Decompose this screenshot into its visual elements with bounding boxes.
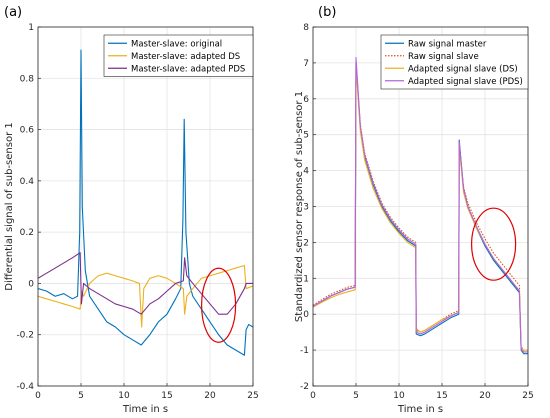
y-tick-label: 2 xyxy=(303,238,309,248)
x-axis-label: Time in s xyxy=(397,404,443,415)
x-tick-label: 25 xyxy=(247,391,258,401)
x-tick-label: 5 xyxy=(78,391,84,401)
x-tick-label: 0 xyxy=(35,391,41,401)
x-tick-label: 15 xyxy=(436,391,447,401)
y-tick-label: 0 xyxy=(303,310,309,320)
legend-entry: Adapted signal slave (PDS) xyxy=(408,77,523,87)
chart-panel-b: 0 5 10 15 20 25 -2 -1 0 1 2 3 4 5 6 7 8 Time in s Standard… xyxy=(294,5,534,415)
panel-label: (a) xyxy=(4,5,22,20)
axes-box xyxy=(312,26,529,387)
y-tick-label: -0.4 xyxy=(16,382,34,392)
annotation-ellipse xyxy=(471,207,517,281)
panel-label: (b) xyxy=(318,5,336,20)
legend-entry: Raw signal master xyxy=(408,39,487,49)
y-axis-label: Standardized sensor response of sub-sens… xyxy=(294,91,305,322)
y-tick-label: 7 xyxy=(303,59,309,69)
y-tick-label: -0.2 xyxy=(16,331,34,341)
y-tick-label: 1 xyxy=(28,23,34,33)
y-tick-label: 8 xyxy=(303,23,309,33)
legend-box xyxy=(103,34,254,77)
legend-entry: Master-slave: original xyxy=(131,39,222,49)
legend-entry: Adapted signal slave (DS) xyxy=(408,64,518,74)
series-line-4 xyxy=(313,56,528,353)
x-tick-label: 20 xyxy=(479,391,491,401)
legend-box xyxy=(380,34,529,90)
x-tick-label: 5 xyxy=(353,391,359,401)
axes-box xyxy=(37,26,254,387)
y-tick-label: 0.8 xyxy=(20,74,35,84)
legend-entry: Master-slave: adapted DS xyxy=(131,52,240,62)
x-tick-label: 0 xyxy=(310,391,316,401)
y-tick-label: 0.2 xyxy=(20,228,34,238)
annotation-ellipse xyxy=(201,267,237,343)
x-tick-label: 25 xyxy=(522,391,533,401)
x-tick-label: 10 xyxy=(118,391,130,401)
x-tick-label: 10 xyxy=(393,391,405,401)
y-tick-label: 4 xyxy=(303,167,309,177)
legend: Raw signal master Raw signal slave Adapted… xyxy=(380,34,529,90)
series-line-2 xyxy=(38,264,253,328)
series-line-3 xyxy=(38,252,253,315)
chart-panel-a: 0 5 10 15 20 25 -0.4 -0.2 0 0.2 0.4 0.6 0.8 1 Time in … xyxy=(4,5,259,415)
legend-entry: Raw signal slave xyxy=(408,52,479,62)
y-tick-label: 0 xyxy=(28,279,34,289)
y-axis-label: Differential signal of sub-sensor 1 xyxy=(4,122,15,290)
series-line-1 xyxy=(38,49,253,356)
y-tick-label: 0.4 xyxy=(20,177,35,187)
y-tick-label: -1 xyxy=(300,346,309,356)
y-tick-label: 5 xyxy=(303,131,309,141)
y-tick-label: 6 xyxy=(303,95,309,105)
x-tick-label: 15 xyxy=(161,391,172,401)
plot-area xyxy=(38,27,253,386)
legend-entry: Master-slave: adapted PDS xyxy=(131,64,245,74)
y-tick-label: -2 xyxy=(300,382,309,392)
x-tick-label: 20 xyxy=(204,391,216,401)
y-tick-label: 0.6 xyxy=(20,126,35,136)
legend: Master-slave: original Master-slave: adap… xyxy=(103,34,254,77)
y-tick-label: 3 xyxy=(303,203,309,213)
y-tick-label: 1 xyxy=(303,274,309,284)
x-axis-label: Time in s xyxy=(122,404,168,415)
